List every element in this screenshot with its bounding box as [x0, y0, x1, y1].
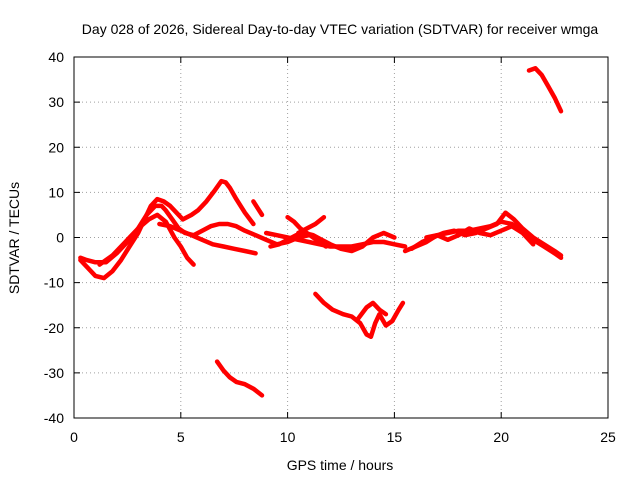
y-tick-label: -20 [44, 320, 64, 336]
series-arc-4 [157, 221, 258, 256]
y-tick-label: -10 [44, 275, 64, 291]
y-tick-label: -40 [44, 410, 64, 426]
x-tick-label: 15 [387, 429, 403, 445]
y-tick-label: 0 [56, 230, 64, 246]
y-tick-label: 20 [48, 139, 64, 155]
y-tick-label: 10 [48, 184, 64, 200]
y-tick-label: -30 [44, 365, 64, 381]
series-arc-11 [313, 291, 406, 340]
x-tick-label: 0 [70, 429, 78, 445]
series-arc-15 [424, 223, 536, 247]
series-arc-9 [285, 214, 329, 249]
series-arc-8 [268, 230, 397, 254]
series-arc-16 [526, 66, 564, 114]
y-tick-label: 30 [48, 94, 64, 110]
axis-ticks: 0 5 10 15 20 25 -40 -30 -20 -10 0 10 20 30 40 [44, 49, 616, 445]
series-arc-5 [214, 359, 265, 398]
y-axis-label: SDTVAR / TECUs [6, 182, 22, 294]
series-arc-1 [78, 178, 256, 281]
chart-title: Day 028 of 2026, Sidereal Day-to-day VTE… [82, 21, 599, 37]
x-axis-label: GPS time / hours [287, 457, 394, 473]
x-tick-label: 20 [493, 429, 509, 445]
grid-lines [74, 57, 608, 418]
series-arc-12 [355, 300, 389, 321]
series-arc-3 [97, 212, 196, 267]
x-tick-label: 5 [177, 429, 185, 445]
x-tick-label: 10 [280, 429, 296, 445]
data-series [78, 66, 564, 398]
y-tick-label: 40 [48, 49, 64, 65]
x-tick-label: 25 [600, 429, 616, 445]
series-arc-6 [251, 199, 265, 218]
series-arc-10 [296, 214, 327, 236]
